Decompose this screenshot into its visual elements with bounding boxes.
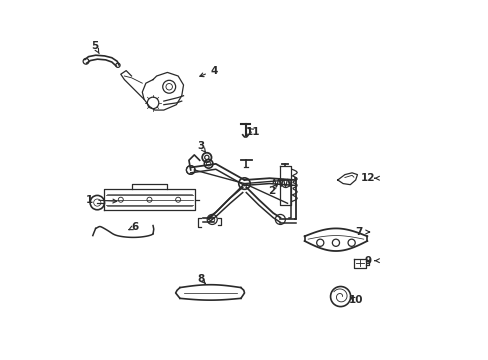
Text: 3: 3	[197, 141, 204, 151]
Text: 2: 2	[267, 186, 274, 196]
Text: 9: 9	[364, 256, 371, 266]
Text: 12: 12	[360, 173, 375, 183]
Text: 5: 5	[91, 41, 98, 50]
Text: 1: 1	[86, 195, 93, 205]
Text: 6: 6	[131, 222, 139, 231]
Text: 11: 11	[246, 127, 260, 136]
Text: 4: 4	[210, 66, 217, 76]
Text: 8: 8	[197, 274, 204, 284]
Text: 7: 7	[355, 227, 362, 237]
Text: 10: 10	[348, 295, 362, 305]
